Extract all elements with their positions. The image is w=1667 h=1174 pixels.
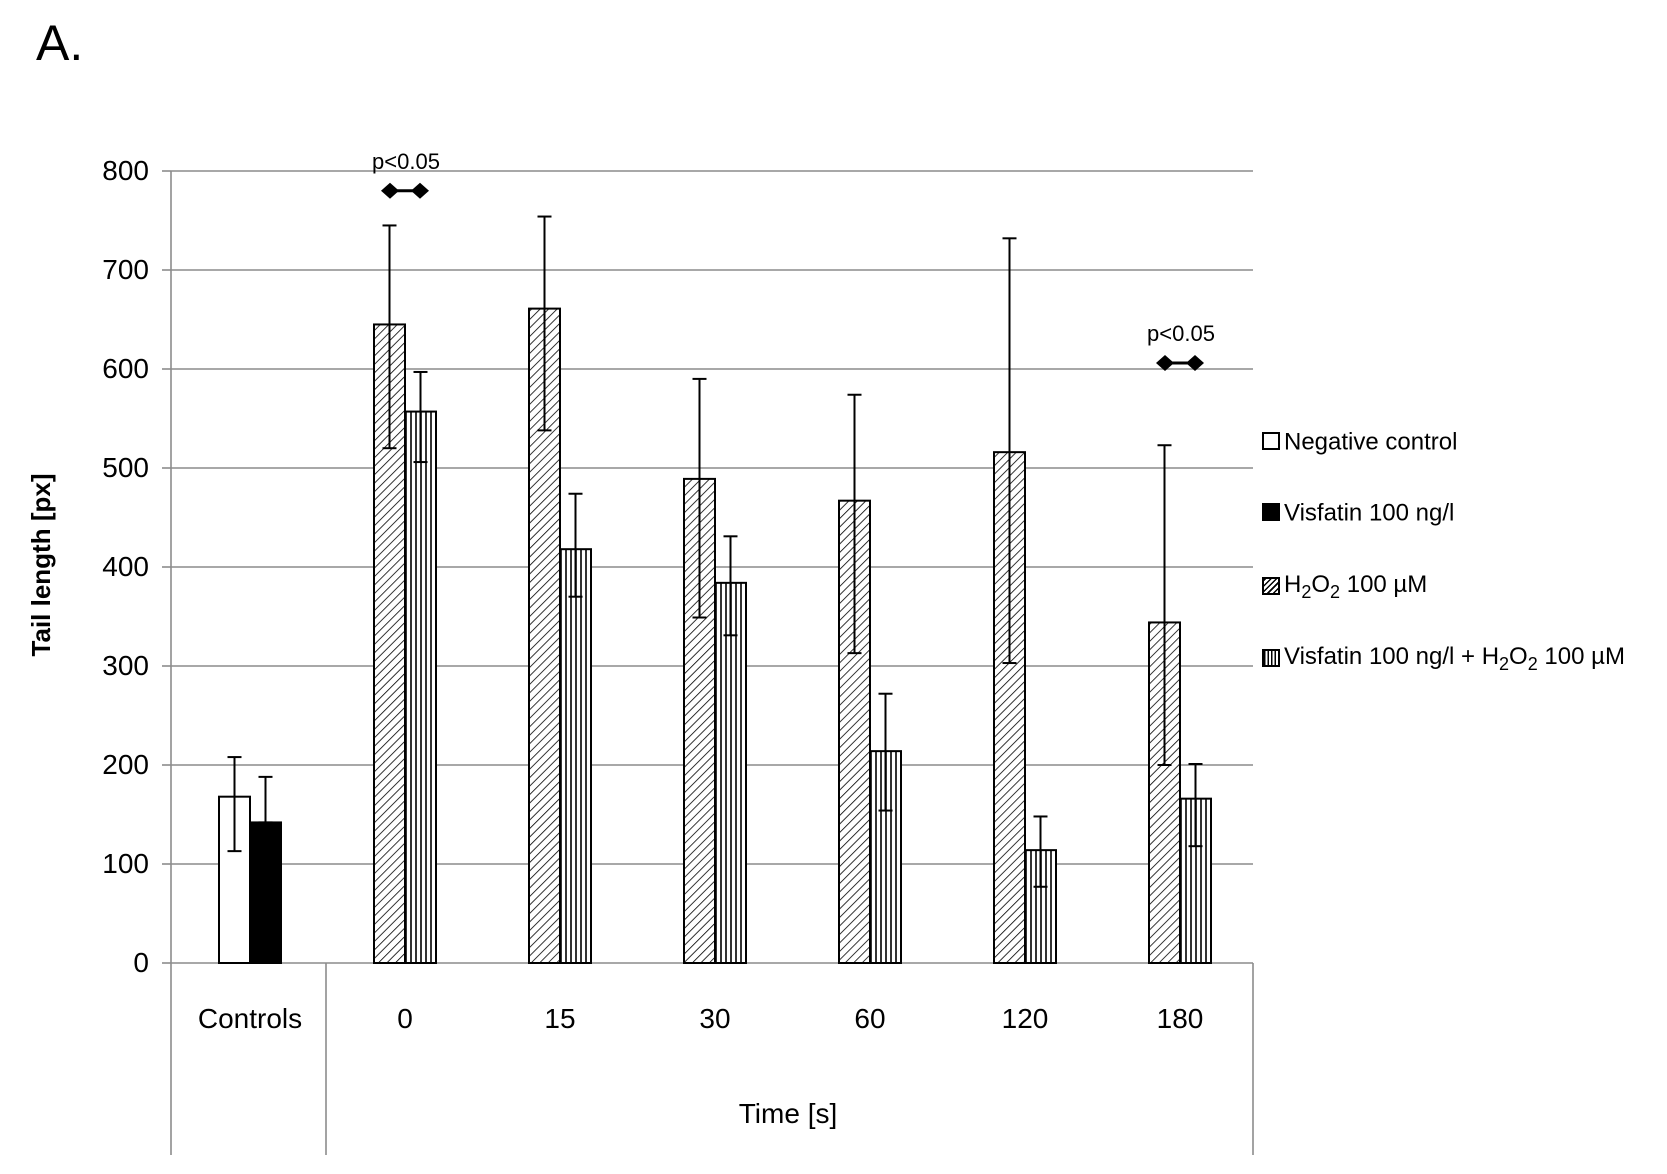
bars xyxy=(218,307,1212,965)
error-bars xyxy=(227,215,1203,888)
x-axis-label: Time [s] xyxy=(739,1098,838,1129)
diamond-marker-icon xyxy=(411,182,429,199)
tick-labels: 0 100 200 300 400 500 600 700 800 Controls 0 15 30 60… xyxy=(102,155,1203,1034)
x-tick-label: Controls xyxy=(198,1003,302,1034)
significance-label: p<0.05 xyxy=(372,149,440,174)
diamond-marker-icon xyxy=(381,182,399,199)
diamond-marker-icon xyxy=(1156,355,1174,372)
y-tick-label: 200 xyxy=(102,749,149,780)
y-tick-label: 100 xyxy=(102,848,149,879)
x-tick-label: 15 xyxy=(544,1003,575,1034)
y-tick-label: 700 xyxy=(102,254,149,285)
y-axis-label: Tail length [px] xyxy=(26,474,56,657)
x-tick-label: 120 xyxy=(1002,1003,1049,1034)
significance-annotations: p<0.05 p<0.05 xyxy=(372,149,1215,372)
x-tick-label: 30 xyxy=(699,1003,730,1034)
x-tick-label: 60 xyxy=(854,1003,885,1034)
diagonal-hatch-swatch-icon xyxy=(1262,577,1280,596)
black-swatch-icon xyxy=(1262,502,1280,521)
legend-label: H2O2 100 µM xyxy=(1284,571,1428,602)
bar xyxy=(559,548,592,964)
significance-label: p<0.05 xyxy=(1147,321,1215,346)
y-tick-label: 500 xyxy=(102,452,149,483)
y-tick-label: 600 xyxy=(102,353,149,384)
panel-label: A. xyxy=(36,15,84,71)
y-tick-label: 300 xyxy=(102,650,149,681)
bar xyxy=(249,821,282,964)
legend-item-negative-control: Negative control xyxy=(1262,427,1457,457)
diamond-marker-icon xyxy=(1186,355,1204,372)
legend-label: Visfatin 100 ng/l + H2O2 100 µM xyxy=(1284,643,1625,674)
vertical-hatch-swatch-icon xyxy=(1262,649,1280,668)
x-tick-label: 0 xyxy=(397,1003,413,1034)
y-tick-label: 800 xyxy=(102,155,149,186)
y-tick-label: 400 xyxy=(102,551,149,582)
legend-label: Negative control xyxy=(1284,428,1458,456)
white-swatch-icon xyxy=(1262,431,1280,450)
legend-item-visfatin: Visfatin 100 ng/l xyxy=(1262,498,1454,528)
bar xyxy=(714,581,747,965)
x-tick-label: 180 xyxy=(1157,1003,1204,1034)
y-tick-label: 0 xyxy=(133,947,149,978)
legend-item-visfatin-h2o2: Visfatin 100 ng/l + H2O2 100 µM xyxy=(1262,642,1625,674)
bar xyxy=(404,410,437,964)
legend-label: Visfatin 100 ng/l xyxy=(1284,499,1455,527)
legend-item-h2o2: H2O2 100 µM xyxy=(1262,570,1428,602)
